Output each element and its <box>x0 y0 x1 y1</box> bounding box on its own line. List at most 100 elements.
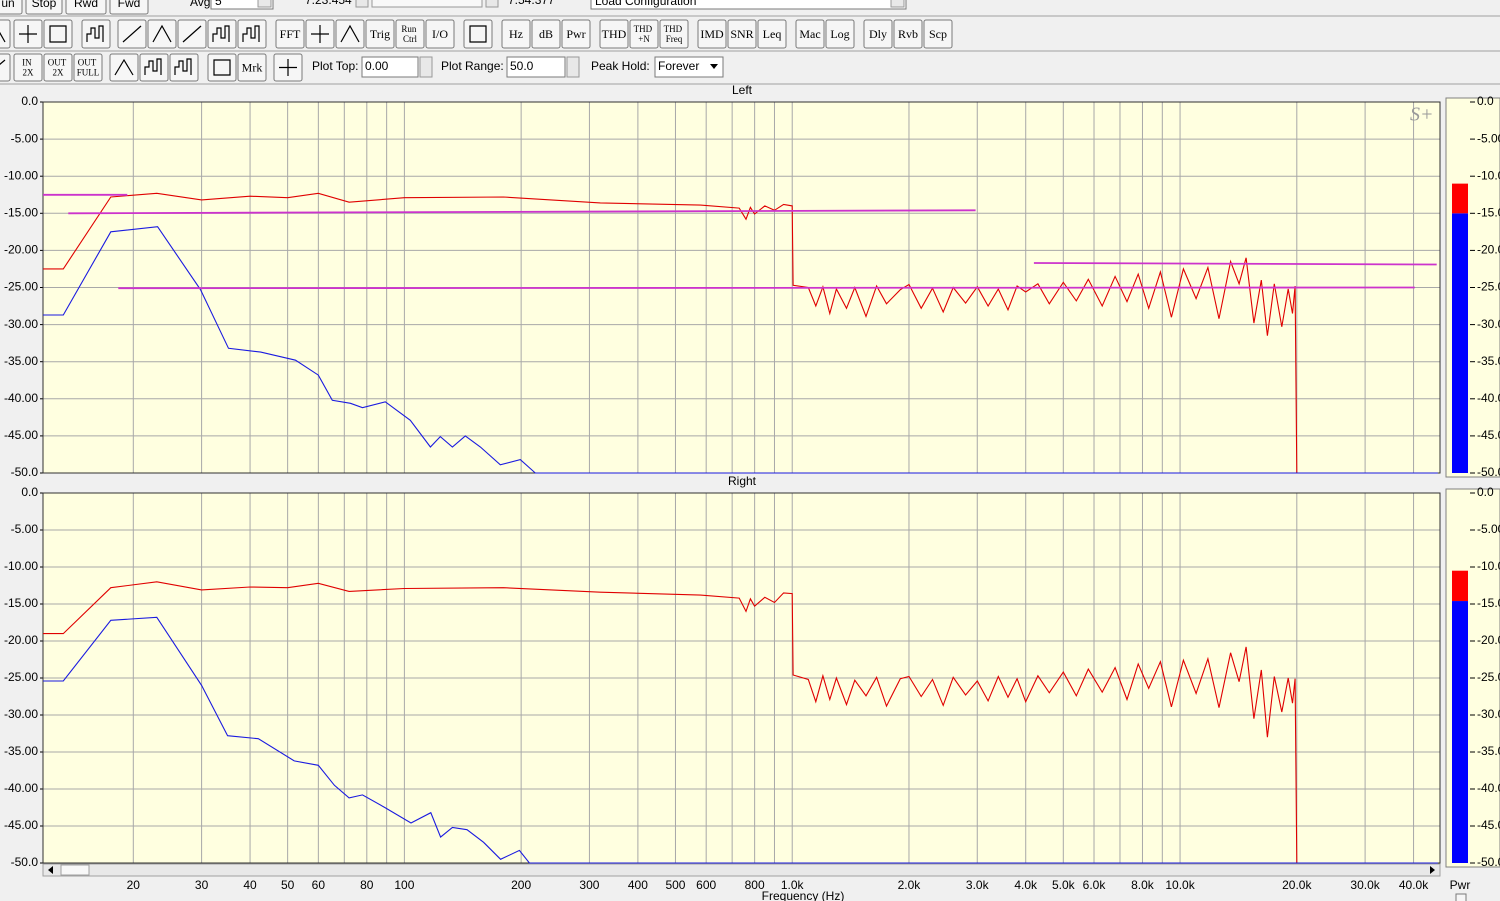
x-tick-label: 8.0k <box>1131 878 1155 892</box>
tool-button-frame[interactable] <box>795 19 825 49</box>
icon-button-frame[interactable] <box>237 19 267 49</box>
x-tick-label: 6.0k <box>1083 878 1107 892</box>
tool-button: THD Freq <box>659 19 689 49</box>
meter-tick-label: -25.00 <box>1477 670 1500 684</box>
x-tick-label: 30 <box>195 878 209 892</box>
tool-button-frame[interactable] <box>275 19 305 49</box>
zoom-button-frame[interactable] <box>237 53 267 82</box>
tool-button-label: Log <box>830 27 849 41</box>
icon-button-frame[interactable] <box>207 19 237 49</box>
time-spin[interactable] <box>355 0 369 8</box>
tool-button-frame[interactable] <box>727 19 757 49</box>
plot-top-spin[interactable] <box>419 56 433 78</box>
tool-button: Scp <box>923 19 953 49</box>
avg-combo[interactable] <box>210 0 274 10</box>
scrollbar[interactable] <box>42 863 1441 877</box>
meter-button[interactable] <box>1455 893 1467 901</box>
zoom-button: OUT FULL <box>73 53 103 82</box>
x-tick-label: 5.0k <box>1052 878 1076 892</box>
avg-value: 5 <box>215 0 222 8</box>
icon-button-frame[interactable] <box>207 53 237 82</box>
avg-label: Avg <box>190 0 210 9</box>
peak-hold-combo[interactable] <box>654 56 724 78</box>
transport-button-frame[interactable] <box>109 0 149 15</box>
tool-button: Trig <box>365 19 395 49</box>
transport-button-frame[interactable] <box>65 0 107 15</box>
tool-button-frame[interactable] <box>531 19 561 49</box>
tool-button: IMD <box>697 19 727 49</box>
time-end: 7.54.377 <box>508 0 555 7</box>
x-tick-label: 300 <box>579 878 599 892</box>
tool-button-frame[interactable] <box>757 19 787 49</box>
plot-range-input[interactable] <box>506 56 566 78</box>
tool-button-frame[interactable] <box>825 19 855 49</box>
tool-button-frame[interactable] <box>863 19 893 49</box>
meter-tick-label: -15.00 <box>1477 596 1500 610</box>
icon-button-frame[interactable] <box>81 19 111 49</box>
transport-button-frame[interactable] <box>25 0 63 15</box>
icon-button <box>177 19 207 49</box>
zoom-button-frame[interactable] <box>73 53 103 82</box>
tool-button-frame[interactable] <box>629 19 659 49</box>
tool-button-frame[interactable] <box>697 19 727 49</box>
zoom-button-frame[interactable] <box>43 53 73 82</box>
tool-button-frame[interactable] <box>659 19 689 49</box>
y-tick-label: -15.00 <box>4 596 38 610</box>
plot-top-label: Plot Top: <box>312 59 358 73</box>
tool-button-frame[interactable] <box>365 19 395 49</box>
tool-button-label: Trig <box>370 27 390 41</box>
spectrum-line <box>43 616 1438 864</box>
meter-tick-label: -30.00 <box>1477 317 1500 331</box>
panel-title: Right <box>728 474 757 488</box>
x-tick-label: 4.0k <box>1014 878 1038 892</box>
peak-hold-value: Forever <box>658 59 699 73</box>
transport-button-label: Fwd <box>118 0 141 10</box>
plot-range-spin[interactable] <box>566 56 580 78</box>
icon-button <box>147 19 177 49</box>
x-tick-label: 40.0k <box>1399 878 1429 892</box>
tool-button-label: Mac <box>799 27 820 41</box>
tool-button-frame[interactable] <box>923 19 953 49</box>
y-tick-label: -45.00 <box>4 818 38 832</box>
plot-top-input[interactable] <box>361 56 419 78</box>
config-combo[interactable] <box>590 0 907 10</box>
x-tick-label: 200 <box>511 878 531 892</box>
icon-glyph <box>122 25 142 43</box>
icon-button <box>207 53 237 82</box>
icon-button-frame[interactable] <box>0 19 11 49</box>
x-tick-label: 400 <box>628 878 648 892</box>
scroll-arrow <box>1430 866 1435 874</box>
tool-button: THD <box>599 19 629 49</box>
time-slider[interactable] <box>371 0 483 8</box>
scroll-thumb[interactable] <box>60 864 90 876</box>
transport-button-frame[interactable] <box>0 0 23 15</box>
x-tick-label: 30.0k <box>1350 878 1380 892</box>
icon-button-frame[interactable] <box>109 53 139 82</box>
time-spin[interactable] <box>485 0 499 8</box>
y-tick-label: -35.00 <box>4 354 38 368</box>
zoom-button-label: Mrk <box>242 60 263 74</box>
icon-button <box>305 19 335 49</box>
icon-button-frame[interactable] <box>335 19 365 49</box>
x-tick-label: 3.0k <box>966 878 990 892</box>
tool-button-frame[interactable] <box>561 19 591 49</box>
icon-button-frame[interactable] <box>147 19 177 49</box>
tool-button-frame[interactable] <box>425 19 455 49</box>
meter-tick-label: -45.00 <box>1477 818 1500 832</box>
icon-button-frame[interactable] <box>463 19 493 49</box>
plot-top-value: 0.00 <box>365 59 389 73</box>
tool-button-label: Dly <box>869 27 887 41</box>
zoom-button-frame[interactable] <box>13 53 43 82</box>
icon-button-frame[interactable] <box>169 53 199 82</box>
tool-button: I/O <box>425 19 455 49</box>
tool-button-frame[interactable] <box>893 19 923 49</box>
tool-button-frame[interactable] <box>501 19 531 49</box>
tool-button-frame[interactable] <box>599 19 629 49</box>
tool-button-frame[interactable] <box>395 19 425 49</box>
icon-button-frame[interactable] <box>0 53 11 82</box>
x-tick-label: 80 <box>360 878 374 892</box>
icon-glyph <box>144 58 162 75</box>
meter-tick-label: 0.0 <box>1477 94 1494 108</box>
icon-button-frame[interactable] <box>43 19 73 49</box>
icon-button-frame[interactable] <box>139 53 169 82</box>
